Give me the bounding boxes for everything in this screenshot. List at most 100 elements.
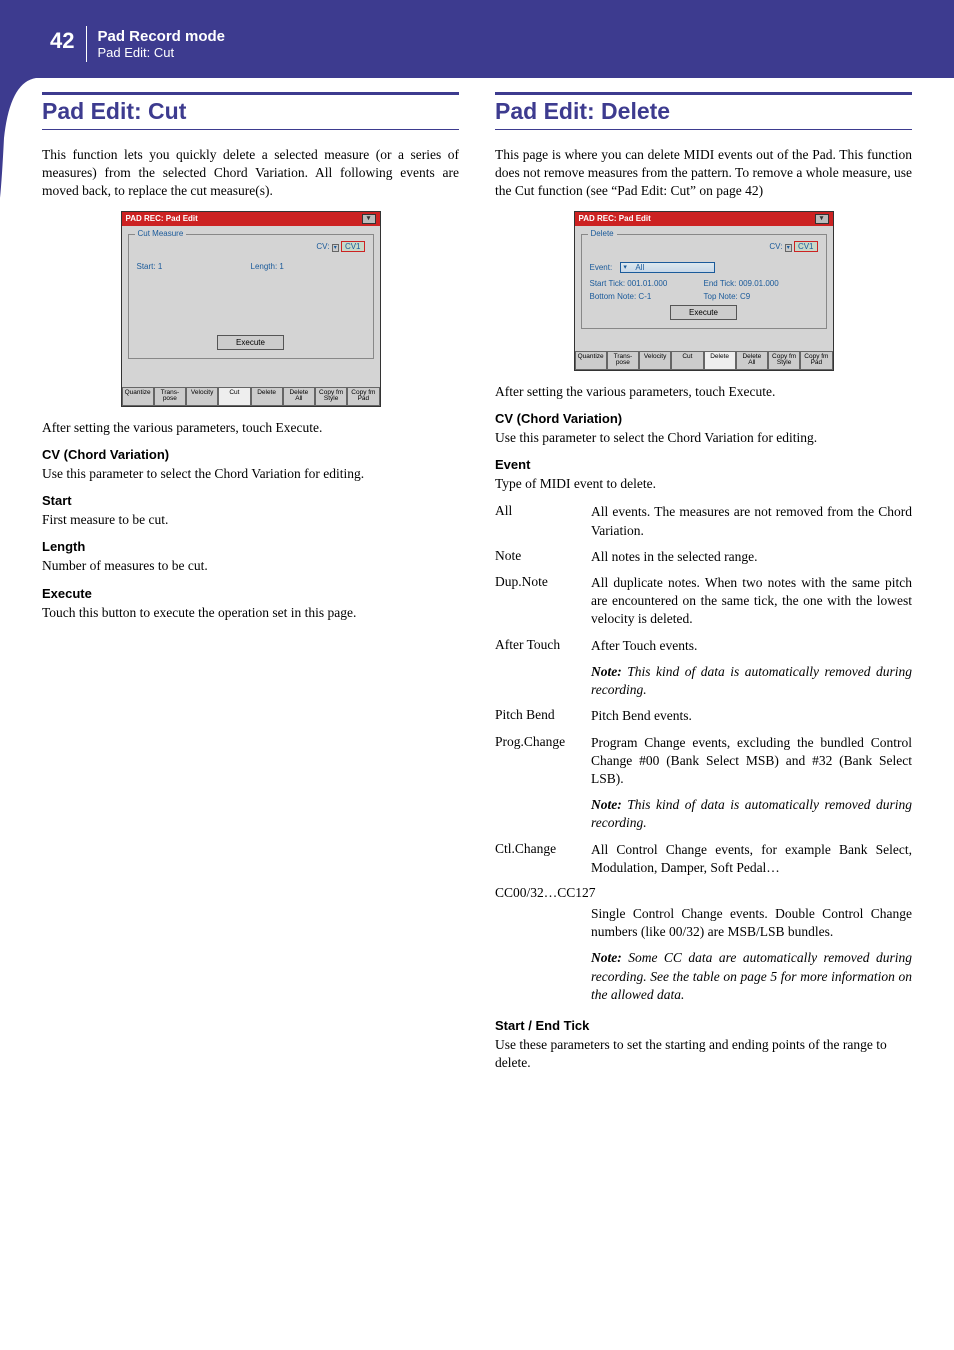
event-note: Note: This kind of data is automatically… [591,792,912,836]
table-row: Ctl.ChangeAll Control Change events, for… [495,837,912,881]
event-label: Dup.Note [495,570,591,633]
tab-quantize[interactable]: Quantize [575,352,607,370]
ss-cut-length[interactable]: Length: 1 [251,262,365,271]
param-text: First measure to be cut. [42,511,459,529]
menu-icon[interactable]: ▾ [815,214,829,224]
ss-del-group: Delete [588,229,617,238]
table-row: Note: This kind of data is automatically… [495,792,912,836]
event-label: All [495,499,591,543]
param-text: Number of measures to be cut. [42,557,459,575]
right-column: Pad Edit: Delete This page is where you … [495,92,912,1079]
cc-label: CC00/32…CC127 [495,885,912,901]
screenshot-delete: PAD REC: Pad Edit ▾ Delete CV: ▾ CV1 Eve… [574,211,834,371]
event-label: After Touch [495,633,591,659]
event-table: AllAll events. The measures are not remo… [495,499,912,881]
cc-desc: Single Control Change events. Double Con… [591,901,912,945]
dropdown-icon[interactable]: ▾ [785,244,792,252]
ss-cut-cv-label: CV: [316,242,329,251]
section-title-delete: Pad Edit: Delete [495,92,912,130]
start-end-tick-heading: Start / End Tick [495,1018,912,1033]
header-subtitle: Pad Edit: Cut [97,45,225,60]
tab-trans-pose[interactable]: Trans-pose [154,388,186,406]
ss-del-cv-label: CV: [769,242,782,251]
section-title-cut: Pad Edit: Cut [42,92,459,130]
ss-del-top-note[interactable]: Top Note: C9 [704,292,818,301]
cc-note: Note: Some CC data are automatically rem… [591,945,912,1008]
event-label: Ctl.Change [495,837,591,881]
left-column: Pad Edit: Cut This function lets you qui… [42,92,459,1079]
param-text: Use this parameter to select the Chord V… [42,465,459,483]
tab-copy-fm-pad[interactable]: Copy fmPad [800,352,832,370]
screenshot-cut: PAD REC: Pad Edit ▾ Cut Measure CV: ▾ CV… [121,211,381,407]
dropdown-icon[interactable]: ▾ [332,244,339,252]
event-desc: After Touch events. [591,633,912,659]
tab-trans-pose[interactable]: Trans-pose [607,352,639,370]
table-row: AllAll events. The measures are not remo… [495,499,912,543]
param-heading: Length [42,539,459,554]
table-row: Dup.NoteAll duplicate notes. When two no… [495,570,912,633]
page-header: 42 Pad Record mode Pad Edit: Cut [0,0,954,78]
delete-event-heading: Event [495,457,912,472]
tab-copy-fm-style[interactable]: Copy fmStyle [315,388,347,406]
ss-cut-group: Cut Measure [135,229,187,238]
delete-cv-text: Use this parameter to select the Chord V… [495,429,912,447]
table-row: Prog.ChangeProgram Change events, exclud… [495,730,912,793]
tab-copy-fm-style[interactable]: Copy fmStyle [768,352,800,370]
ss-del-bottom-note[interactable]: Bottom Note: C-1 [590,292,704,301]
event-desc: All duplicate notes. When two notes with… [591,570,912,633]
event-desc: All notes in the selected range. [591,544,912,570]
event-label: Prog.Change [495,730,591,793]
tab-delete-all[interactable]: DeleteAll [736,352,768,370]
event-label: Pitch Bend [495,703,591,729]
event-desc: Pitch Bend events. [591,703,912,729]
delete-intro: This page is where you can delete MIDI e… [495,146,912,201]
tab-velocity[interactable]: Velocity [186,388,218,406]
table-row: Pitch BendPitch Bend events. [495,703,912,729]
tab-copy-fm-pad[interactable]: Copy fmPad [347,388,379,406]
cut-after: After setting the various parameters, to… [42,419,459,437]
tab-delete-all[interactable]: DeleteAll [283,388,315,406]
header-title: Pad Record mode [97,28,225,45]
menu-icon[interactable]: ▾ [362,214,376,224]
delete-cv-heading: CV (Chord Variation) [495,411,912,426]
table-row: Note: This kind of data is automatically… [495,659,912,703]
execute-button[interactable]: Execute [217,335,284,350]
page-number: 42 [50,28,74,54]
ss-cut-start[interactable]: Start: 1 [137,262,251,271]
cc-row: Single Control Change events. Double Con… [495,901,912,1008]
event-label: Note [495,544,591,570]
delete-after: After setting the various parameters, to… [495,383,912,401]
tab-delete[interactable]: Delete [704,352,736,370]
execute-button[interactable]: Execute [670,305,737,320]
ss-cut-cv-value[interactable]: CV1 [341,241,365,252]
tab-cut[interactable]: Cut [671,352,703,370]
start-end-tick-text: Use these parameters to set the starting… [495,1036,912,1072]
param-heading: CV (Chord Variation) [42,447,459,462]
param-text: Touch this button to execute the operati… [42,604,459,622]
tab-quantize[interactable]: Quantize [122,388,154,406]
ss-del-cv-value[interactable]: CV1 [794,241,818,252]
ss-del-start-tick[interactable]: Start Tick: 001.01.000 [590,279,704,288]
param-heading: Start [42,493,459,508]
param-heading: Execute [42,586,459,601]
tab-velocity[interactable]: Velocity [639,352,671,370]
table-row: After TouchAfter Touch events. [495,633,912,659]
ss-cut-tabs: QuantizeTrans-poseVelocityCutDeleteDelet… [122,387,380,406]
event-desc: All Control Change events, for example B… [591,837,912,881]
ss-del-end-tick[interactable]: End Tick: 009.01.000 [704,279,818,288]
event-note: Note: This kind of data is automatically… [591,659,912,703]
ss-del-event-label: Event: [590,263,613,272]
event-desc: Program Change events, excluding the bun… [591,730,912,793]
ss-del-titlebar: PAD REC: Pad Edit [579,214,651,223]
tab-cut[interactable]: Cut [218,388,250,406]
page-curve-decoration [0,78,36,198]
ss-del-tabs: QuantizeTrans-poseVelocityCutDeleteDelet… [575,351,833,370]
cut-intro: This function lets you quickly delete a … [42,146,459,201]
event-desc: All events. The measures are not removed… [591,499,912,543]
header-divider [86,26,87,62]
table-row: NoteAll notes in the selected range. [495,544,912,570]
ss-cut-titlebar: PAD REC: Pad Edit [126,214,198,223]
ss-del-event-value[interactable]: All [620,262,715,273]
tab-delete[interactable]: Delete [251,388,283,406]
delete-event-text: Type of MIDI event to delete. [495,475,912,493]
